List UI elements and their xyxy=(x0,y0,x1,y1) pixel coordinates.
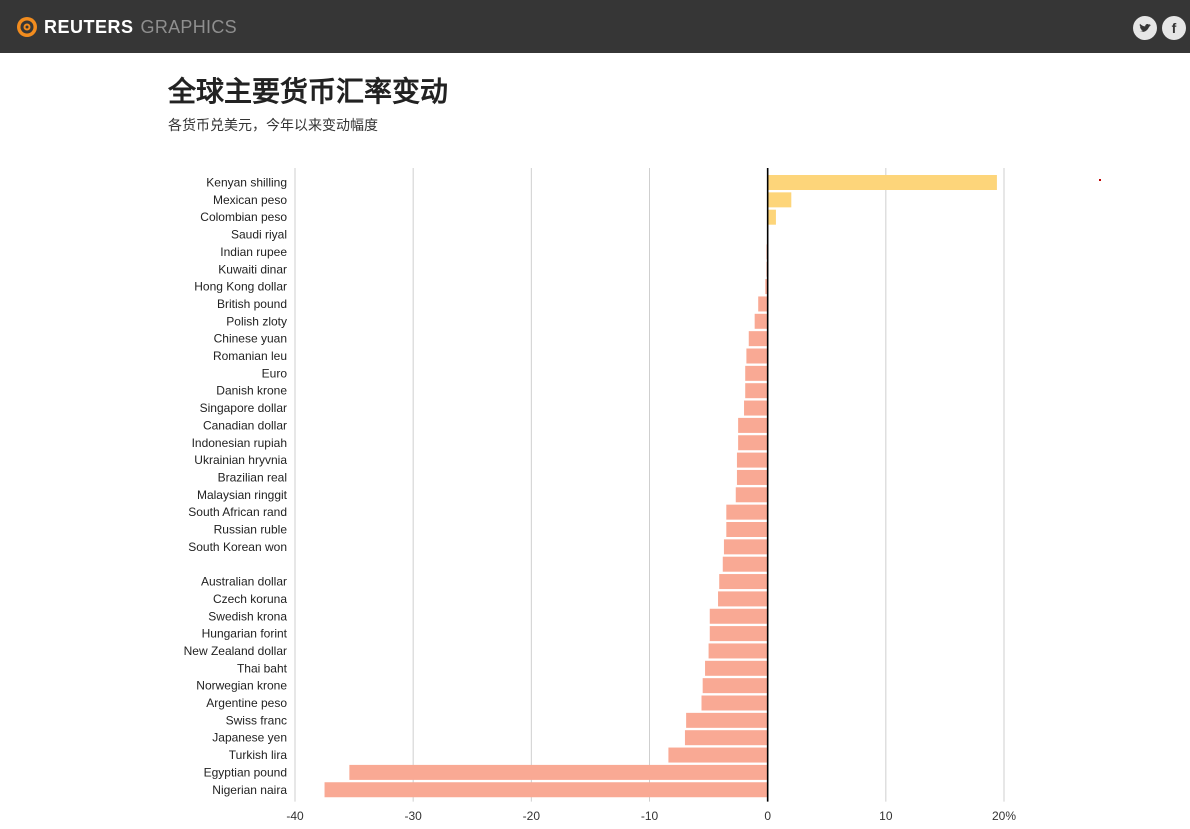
category-label: Argentine peso xyxy=(206,696,287,710)
category-label: Australian dollar xyxy=(201,575,287,589)
twitter-share-button[interactable] xyxy=(1133,16,1157,40)
category-label: South African rand xyxy=(188,505,287,519)
bar xyxy=(709,608,768,624)
bar xyxy=(746,348,768,364)
chart-subtitle: 各货币兑美元，今年以来变动幅度 xyxy=(168,117,378,133)
bar xyxy=(744,400,768,416)
bar xyxy=(745,383,768,399)
bar xyxy=(324,782,768,798)
category-label: Norwegian krone xyxy=(196,679,287,693)
bar xyxy=(767,175,997,190)
category-label: Singapore dollar xyxy=(200,401,287,415)
bar xyxy=(709,626,768,642)
bar xyxy=(349,764,768,780)
facebook-share-button[interactable]: f xyxy=(1162,16,1186,40)
category-label: New Zealand dollar xyxy=(184,644,287,658)
brand-section: GRAPHICS xyxy=(140,16,237,37)
reuters-logo-icon xyxy=(17,17,37,37)
category-label: Egyptian pound xyxy=(204,765,287,779)
reuters-logo[interactable]: REUTERS GRAPHICS xyxy=(16,14,237,40)
x-tick-label: -30 xyxy=(404,809,422,823)
bar xyxy=(767,209,776,225)
bar xyxy=(765,279,768,295)
bar xyxy=(705,660,768,676)
category-label: Saudi riyal xyxy=(231,228,287,242)
category-label: Polish zloty xyxy=(226,314,287,328)
category-label: Mexican peso xyxy=(213,193,287,207)
header-bar: REUTERS GRAPHICS f xyxy=(0,0,1190,53)
category-label: Swedish krona xyxy=(208,609,287,623)
bar xyxy=(748,331,768,347)
category-label: Russian ruble xyxy=(214,523,288,537)
bar xyxy=(754,313,768,329)
category-label: Czech koruna xyxy=(213,592,287,606)
bar xyxy=(758,296,768,312)
bar xyxy=(738,435,768,451)
category-label: Thai baht xyxy=(237,661,288,675)
category-label: Ukrainian hryvnia xyxy=(194,453,287,467)
stray-dot xyxy=(1099,179,1101,181)
bar xyxy=(686,712,768,728)
bar xyxy=(718,591,768,607)
category-label: Danish krone xyxy=(216,384,287,398)
bar xyxy=(736,469,768,485)
bar xyxy=(719,574,768,590)
bar xyxy=(726,522,768,537)
bar xyxy=(726,504,768,520)
category-label: Hong Kong dollar xyxy=(194,280,287,294)
bar xyxy=(735,487,768,503)
category-label: Swiss franc xyxy=(226,713,287,727)
category-label: Japanese yen xyxy=(212,731,287,745)
x-tick-label: -20 xyxy=(523,809,541,823)
category-label: Kenyan shilling xyxy=(206,176,287,190)
bar xyxy=(668,747,768,763)
x-tick-label: 10 xyxy=(879,809,893,823)
bar xyxy=(702,678,768,694)
category-label: Canadian dollar xyxy=(203,418,287,432)
category-label: Colombian peso xyxy=(200,210,287,224)
bar xyxy=(745,365,768,381)
category-label: Hungarian forint xyxy=(202,627,288,641)
bar xyxy=(723,539,768,555)
facebook-icon: f xyxy=(1171,20,1177,36)
brand-name: REUTERS xyxy=(44,16,134,37)
x-tick-label: 20% xyxy=(992,809,1016,823)
category-label: Chinese yuan xyxy=(214,332,287,346)
twitter-icon xyxy=(1139,23,1151,32)
x-tick-label: -10 xyxy=(641,809,659,823)
category-label: Malaysian ringgit xyxy=(197,488,288,502)
chart-title: 全球主要货币汇率变动 xyxy=(168,76,449,107)
x-tick-label: 0 xyxy=(764,809,771,823)
bar xyxy=(701,695,768,711)
category-label: British pound xyxy=(217,297,287,311)
category-label: Brazilian real xyxy=(218,470,287,484)
bar xyxy=(736,452,768,468)
category-label: Indian rupee xyxy=(220,245,287,259)
x-tick-label: -40 xyxy=(286,809,304,823)
category-label: Euro xyxy=(262,366,288,380)
bar xyxy=(738,417,768,433)
bar xyxy=(767,192,792,208)
category-label: South Korean won xyxy=(188,540,287,554)
category-label: Kuwaiti dinar xyxy=(218,262,287,276)
category-label: Romanian leu xyxy=(213,349,287,363)
bar xyxy=(722,556,768,572)
category-label: Indonesian rupiah xyxy=(192,436,287,450)
bar xyxy=(684,730,768,746)
category-label: Nigerian naira xyxy=(212,783,287,797)
bar xyxy=(708,643,768,659)
category-label: Turkish lira xyxy=(229,748,288,762)
